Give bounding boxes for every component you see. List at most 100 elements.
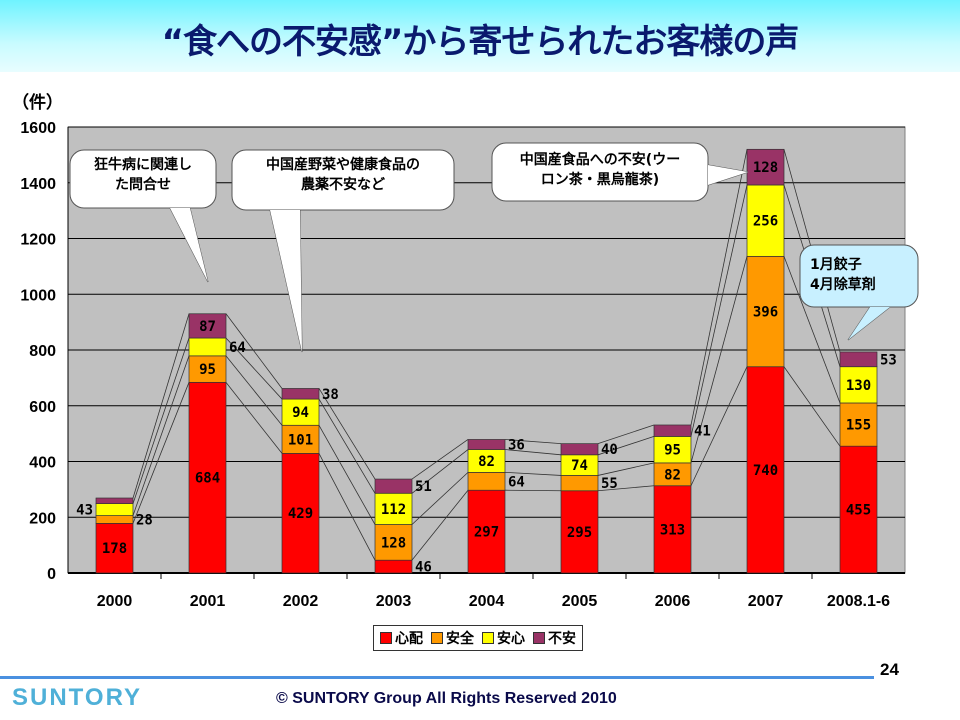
legend-label: 安心 (497, 631, 525, 647)
callout-bubble (799, 244, 919, 341)
data-label: 112 (381, 502, 406, 518)
data-label: 95 (199, 362, 216, 378)
data-label: 40 (601, 442, 618, 458)
bar-segment-安全 (95, 515, 134, 524)
bar-segment-心配 (374, 559, 413, 574)
bar-segment-心配 (653, 485, 692, 574)
legend-item: 安全 (431, 628, 474, 648)
series-connector-line (504, 439, 562, 445)
legend-label: 心配 (395, 631, 423, 647)
series-connector-line (504, 449, 562, 456)
bar-segment-安全 (746, 255, 785, 368)
data-label: 101 (288, 432, 313, 448)
x-tick-label: 2006 (655, 593, 691, 610)
bar-segment-不安 (374, 478, 413, 494)
bar-segment-不安 (560, 443, 599, 456)
callout-bubble (491, 142, 749, 202)
series-connector-line (597, 424, 655, 445)
bar-segment-安全 (467, 472, 506, 491)
slide-title: “食への不安感”から寄せられたお客様の声 (161, 22, 800, 62)
series-connector-line (597, 436, 655, 456)
bar-segment-不安 (839, 351, 878, 368)
series-connector-line (132, 337, 190, 504)
y-tick-label: 1200 (20, 232, 56, 249)
series-connector-line (132, 313, 190, 499)
legend-item: 安心 (482, 628, 525, 648)
y-tick-label: 200 (29, 510, 56, 527)
data-label: 64 (229, 340, 246, 356)
data-label: 455 (846, 503, 871, 519)
callout-box (231, 149, 455, 211)
data-label: 51 (415, 479, 432, 495)
series-connector-line (318, 398, 376, 494)
callout-china-food: 中国産食品への不安(ウー ロン茶・黒烏龍茶) (492, 150, 708, 190)
legend-swatch (380, 632, 392, 644)
bar-segment-安全 (188, 355, 227, 383)
x-tick-label: 2005 (562, 593, 598, 610)
data-label: 295 (567, 525, 592, 541)
series-connector-line (690, 256, 748, 463)
series-connector-line (132, 355, 190, 516)
y-tick-label: 1400 (20, 176, 56, 193)
suntory-logo: SUNTORY (12, 684, 143, 711)
series-connector-line (411, 449, 469, 494)
data-label: 53 (880, 352, 897, 368)
x-tick-label: 2000 (97, 593, 133, 610)
bar-segment-心配 (467, 489, 506, 574)
series-connector-line (504, 489, 562, 492)
bar-segment-安心 (95, 503, 134, 516)
page-number: 24 (880, 660, 899, 679)
legend-item: 心配 (380, 628, 423, 648)
y-tick-label: 600 (29, 399, 56, 416)
callout-bubble (69, 149, 217, 283)
series-connector-line (411, 472, 469, 525)
bar-segment-安全 (839, 402, 878, 447)
data-label: 46 (415, 560, 432, 576)
callout-box (69, 149, 217, 209)
data-label: 87 (199, 319, 216, 335)
legend-label: 不安 (548, 631, 576, 647)
x-tick-label: 2002 (283, 593, 319, 610)
callout-line: 農薬不安など (301, 177, 385, 193)
bar-segment-安心 (839, 366, 878, 404)
bar-segment-不安 (746, 148, 785, 186)
bar-segment-不安 (95, 497, 134, 504)
bar-segment-心配 (281, 453, 320, 574)
series-connector-line (504, 471, 562, 476)
bar-segment-安全 (560, 475, 599, 492)
y-tick-label: 1600 (20, 120, 56, 137)
callout-line: 4月除草剤 (810, 277, 876, 293)
series-connector-line (132, 382, 190, 524)
data-label: 95 (664, 443, 681, 459)
series-connector-line (597, 485, 655, 492)
x-tick-label: 2004 (469, 593, 505, 610)
bar-segment-不安 (281, 388, 320, 400)
data-label: 297 (474, 525, 499, 541)
data-label: 155 (846, 418, 871, 434)
data-label: 36 (508, 437, 525, 453)
series-connector-line (318, 425, 376, 525)
bar-segment-安心 (374, 492, 413, 525)
y-tick-label: 800 (29, 343, 56, 360)
data-label: 94 (292, 405, 309, 421)
series-connector-line (690, 366, 748, 486)
x-tick-label: 2001 (190, 593, 226, 610)
series-connector-line (225, 382, 283, 454)
data-label: 313 (660, 522, 685, 538)
data-label: 178 (102, 541, 127, 557)
series-connector-line (318, 453, 376, 561)
series-connector-line (225, 355, 283, 426)
series-connector-line (690, 184, 748, 437)
bar-segment-不安 (188, 313, 227, 339)
series-connector-line (318, 388, 376, 480)
data-label: 128 (753, 160, 778, 176)
callout-line: 中国産食品への不安(ウー (519, 152, 681, 168)
data-label: 28 (136, 512, 153, 528)
data-label: 740 (753, 463, 778, 479)
y-axis-unit: （件） (12, 93, 63, 113)
callout-tail-fill (270, 210, 302, 352)
bar-segment-心配 (746, 366, 785, 574)
legend: 心配 安全 安心 不安 (373, 625, 583, 651)
bar-segment-安心 (188, 337, 227, 357)
